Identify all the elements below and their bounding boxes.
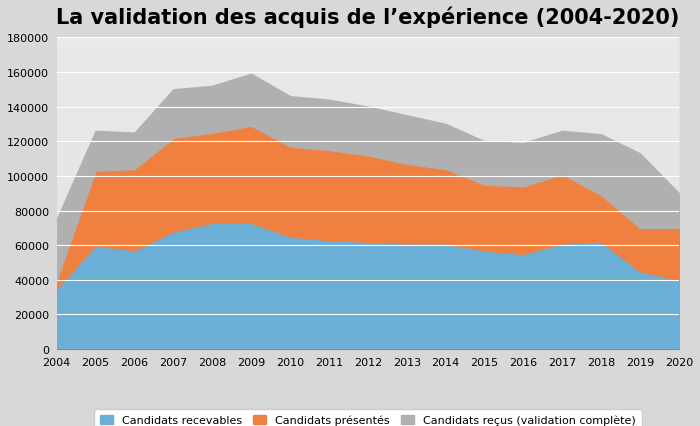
Legend: Candidats recevables, Candidats présentés, Candidats reçus (validation complète): Candidats recevables, Candidats présenté… [94, 409, 642, 426]
Title: La validation des acquis de l’expérience (2004-2020): La validation des acquis de l’expérience… [56, 7, 680, 29]
